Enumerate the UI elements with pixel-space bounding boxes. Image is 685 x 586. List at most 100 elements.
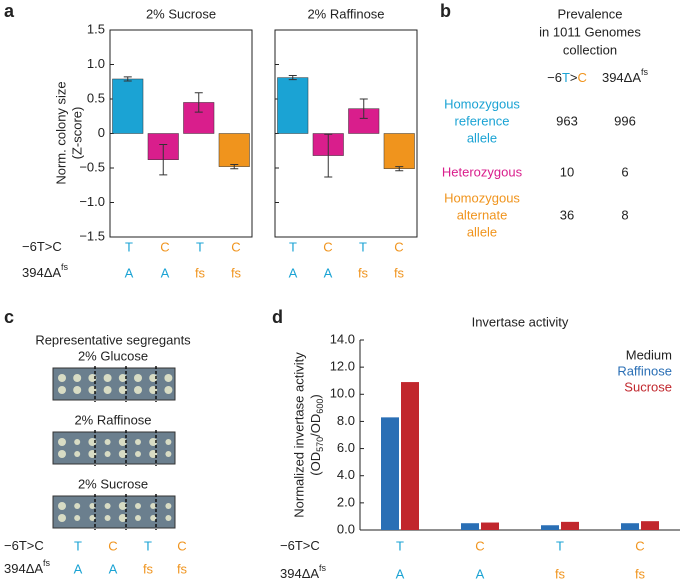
colony — [58, 374, 66, 382]
colony — [150, 503, 157, 509]
genotype-label: −6T>C — [280, 538, 320, 553]
bar — [383, 133, 415, 169]
y-axis-label-part: (OD — [308, 452, 323, 476]
y-tick-label: 1.0 — [87, 56, 105, 71]
allele: A — [109, 561, 118, 576]
colony — [149, 438, 158, 446]
colony — [134, 374, 142, 382]
colony — [104, 503, 111, 509]
colony — [58, 386, 66, 394]
plate-title: 2% Glucose — [78, 348, 148, 363]
genotype-label: 394ΔAfs — [280, 563, 327, 581]
bar — [277, 77, 309, 134]
allele: fs — [555, 566, 566, 581]
allele: T — [144, 538, 152, 553]
y-axis-label: Norm. colony size (Z-score) — [53, 81, 84, 184]
allele: fs — [231, 265, 242, 280]
y-tick-label: 10.0 — [330, 386, 355, 401]
colony — [165, 515, 172, 521]
error-bar — [395, 166, 404, 172]
panel-label: a — [4, 1, 15, 21]
allele: C — [108, 538, 117, 553]
y-tick-label: 14.0 — [330, 331, 355, 346]
allele: A — [324, 265, 333, 280]
y-axis-label-line: Normalized invertase activity — [291, 352, 306, 518]
allele: A — [161, 265, 170, 280]
y-axis-label-line: Norm. colony size — [53, 81, 68, 184]
row-label: allele — [467, 224, 497, 239]
colony — [58, 450, 66, 458]
colony — [89, 515, 96, 521]
allele: fs — [195, 265, 206, 280]
error-bar — [324, 133, 333, 178]
colony — [165, 439, 172, 445]
plate — [52, 495, 176, 529]
allele: A — [289, 265, 298, 280]
y-axis-label-line: (OD570/OD600) — [308, 394, 325, 475]
colony — [103, 374, 112, 382]
allele: fs — [143, 561, 154, 576]
bar — [561, 521, 579, 530]
bar — [381, 417, 399, 530]
colony — [58, 502, 66, 510]
allele: fs — [358, 265, 369, 280]
allele: fs — [177, 561, 188, 576]
row-label: alternate — [457, 207, 508, 222]
genotype-label-text: −6T>C — [4, 538, 44, 553]
y-axis-label-part: ) — [308, 394, 323, 398]
table-title: in 1011 Genomes — [539, 24, 641, 39]
allele: fs — [635, 566, 646, 581]
row-label: reference — [455, 113, 510, 128]
colony — [89, 503, 96, 509]
error-bar — [159, 144, 168, 176]
colony — [149, 450, 158, 458]
y-tick-label: 8.0 — [337, 413, 355, 428]
row-label: Homozygous — [444, 96, 520, 111]
error-bar — [123, 76, 132, 82]
allele: T — [359, 239, 367, 254]
cell: 6 — [621, 164, 628, 179]
colony — [74, 503, 81, 509]
legend-title: Medium — [626, 347, 672, 362]
bar — [401, 382, 419, 530]
panel-label: b — [440, 1, 451, 21]
y-axis-label-part: /OD — [308, 414, 323, 437]
allele: T — [396, 538, 404, 553]
genotype-label-sup: fs — [43, 558, 51, 568]
row-label: allele — [467, 130, 497, 145]
colony — [118, 438, 127, 446]
y-tick-label: 6.0 — [337, 440, 355, 455]
colony — [118, 374, 127, 382]
y-axis-label-part: 570 — [315, 437, 325, 452]
cell: 996 — [614, 113, 636, 128]
error-bar — [230, 164, 239, 170]
colony — [104, 451, 111, 457]
y-tick-label: −1.0 — [79, 194, 105, 209]
colony — [58, 514, 66, 522]
row-label: Homozygous — [444, 190, 520, 205]
bar — [461, 523, 479, 530]
allele: A — [476, 566, 485, 581]
column-header: 394ΔAfs — [602, 67, 649, 85]
colony — [135, 515, 141, 521]
column-header: −6T>C — [547, 70, 587, 85]
bar — [641, 521, 659, 530]
y-axis-label-line: (Z-score) — [69, 107, 84, 160]
column-header-part: fs — [641, 67, 649, 77]
y-tick-label: 12.0 — [330, 359, 355, 374]
bar — [183, 102, 215, 134]
error-bar — [359, 98, 368, 119]
colony — [118, 514, 127, 522]
colony — [135, 503, 141, 509]
genotype-label-text: 394ΔA — [280, 566, 319, 581]
cell: 8 — [621, 207, 628, 222]
colony — [134, 386, 142, 394]
column-header-part: C — [577, 70, 586, 85]
colony — [149, 386, 158, 394]
table-title: collection — [563, 42, 617, 57]
colony — [149, 374, 158, 382]
bar — [112, 78, 144, 134]
bar — [481, 522, 499, 530]
genotype-label-text: 394ΔA — [4, 561, 43, 576]
